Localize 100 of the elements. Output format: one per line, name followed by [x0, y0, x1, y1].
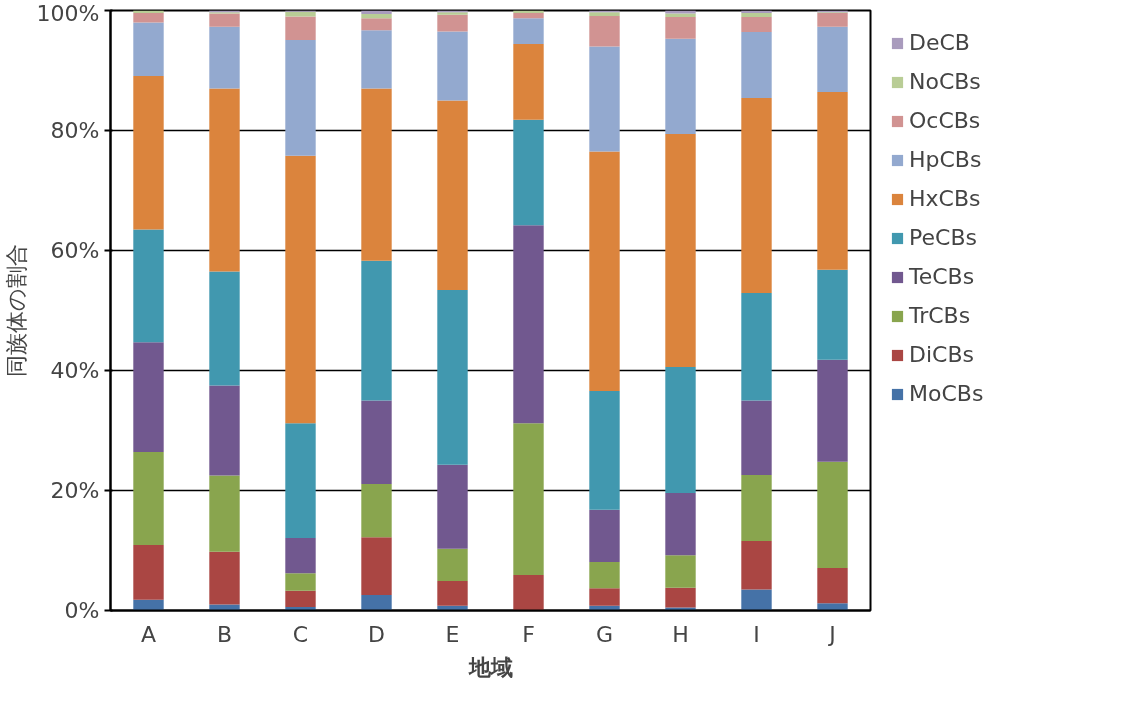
- legend-label: HxCBs: [909, 186, 982, 211]
- bar: [513, 225, 544, 424]
- bar: [361, 30, 392, 89]
- bar: [513, 575, 544, 611]
- y-tick-label: 60%: [50, 238, 100, 263]
- legend-label: TeCBs: [909, 264, 976, 289]
- bar: [285, 39, 316, 156]
- legend-label: HpCBs: [909, 147, 983, 172]
- y-tick-label: 0%: [64, 598, 100, 623]
- bar: [209, 88, 240, 272]
- legend-label: MoCBs: [909, 381, 985, 406]
- bar: [665, 555, 696, 588]
- bar: [437, 14, 468, 32]
- bar: [513, 18, 544, 45]
- legend-label: DeCB: [909, 30, 971, 55]
- x-tick-label: E: [445, 621, 460, 647]
- legend-label: DiCBs: [909, 342, 975, 367]
- bar: [817, 26, 848, 93]
- bar: [817, 269, 848, 360]
- bar: [361, 88, 392, 261]
- x-tick-label: D: [368, 621, 385, 647]
- legend-label: OcCBs: [909, 108, 982, 133]
- bar: [741, 540, 772, 590]
- x-tick-label: G: [595, 621, 614, 647]
- x-tick-label: B: [216, 621, 233, 647]
- bar: [665, 17, 696, 39]
- bar: [741, 98, 772, 294]
- bar: [285, 423, 316, 538]
- bar: [285, 11, 316, 17]
- bar: [589, 46, 620, 152]
- bar: [589, 15, 620, 47]
- legend-label: NoCBs: [909, 69, 982, 94]
- x-tick-label: H: [672, 621, 689, 647]
- bar: [665, 134, 696, 367]
- bar: [741, 589, 772, 611]
- bar: [665, 366, 696, 493]
- bar: [133, 12, 164, 23]
- bar: [513, 12, 544, 19]
- bar: [817, 359, 848, 462]
- bar: [741, 400, 772, 475]
- bar: [513, 119, 544, 226]
- bar: [817, 12, 848, 27]
- bar: [361, 594, 392, 611]
- y-axis-title: 同族体の割合: [3, 244, 29, 377]
- bar: [437, 464, 468, 549]
- bar: [665, 587, 696, 608]
- x-tick-label: F: [522, 621, 535, 647]
- bar: [437, 548, 468, 582]
- bar: [209, 271, 240, 386]
- bar: [361, 537, 392, 595]
- legend-label: TrCBs: [909, 303, 972, 328]
- bar: [285, 537, 316, 574]
- bar: [589, 390, 620, 510]
- bar: [437, 290, 468, 465]
- bar: [665, 10, 696, 14]
- x-axis-title: 地域: [467, 654, 513, 680]
- bar: [133, 599, 164, 611]
- bar: [209, 385, 240, 476]
- bar: [361, 260, 392, 401]
- bar: [513, 423, 544, 576]
- bar: [513, 44, 544, 120]
- y-tick-label: 80%: [50, 118, 100, 143]
- bar: [437, 581, 468, 606]
- bar: [589, 588, 620, 606]
- bar: [209, 475, 240, 552]
- bar: [817, 603, 848, 611]
- bar: [361, 483, 392, 538]
- x-tick-label: A: [140, 621, 157, 647]
- bar: [589, 561, 620, 589]
- bar: [437, 100, 468, 291]
- bar: [361, 400, 392, 484]
- x-tick-label: I: [753, 621, 760, 647]
- x-tick-label: C: [292, 621, 309, 647]
- bar: [133, 342, 164, 453]
- bar: [133, 229, 164, 343]
- bar: [209, 26, 240, 89]
- bar: [665, 492, 696, 556]
- y-tick-label: 20%: [50, 478, 100, 503]
- bar: [209, 13, 240, 27]
- bar: [133, 75, 164, 230]
- bar: [285, 16, 316, 40]
- bar: [285, 590, 316, 607]
- bar: [817, 92, 848, 270]
- legend-label: PeCBs: [909, 225, 978, 250]
- bar: [361, 18, 392, 31]
- bar: [437, 31, 468, 101]
- bar: [817, 461, 848, 568]
- y-tick-label: 100%: [36, 0, 100, 26]
- bar: [361, 14, 392, 19]
- bar: [589, 151, 620, 391]
- y-tick-label: 40%: [50, 358, 100, 383]
- bar: [741, 12, 772, 18]
- bar: [133, 545, 164, 600]
- bar: [817, 567, 848, 604]
- bar: [741, 32, 772, 99]
- bar: [741, 293, 772, 401]
- bar: [665, 38, 696, 135]
- bar: [209, 551, 240, 605]
- bar: [741, 474, 772, 541]
- bar: [133, 22, 164, 76]
